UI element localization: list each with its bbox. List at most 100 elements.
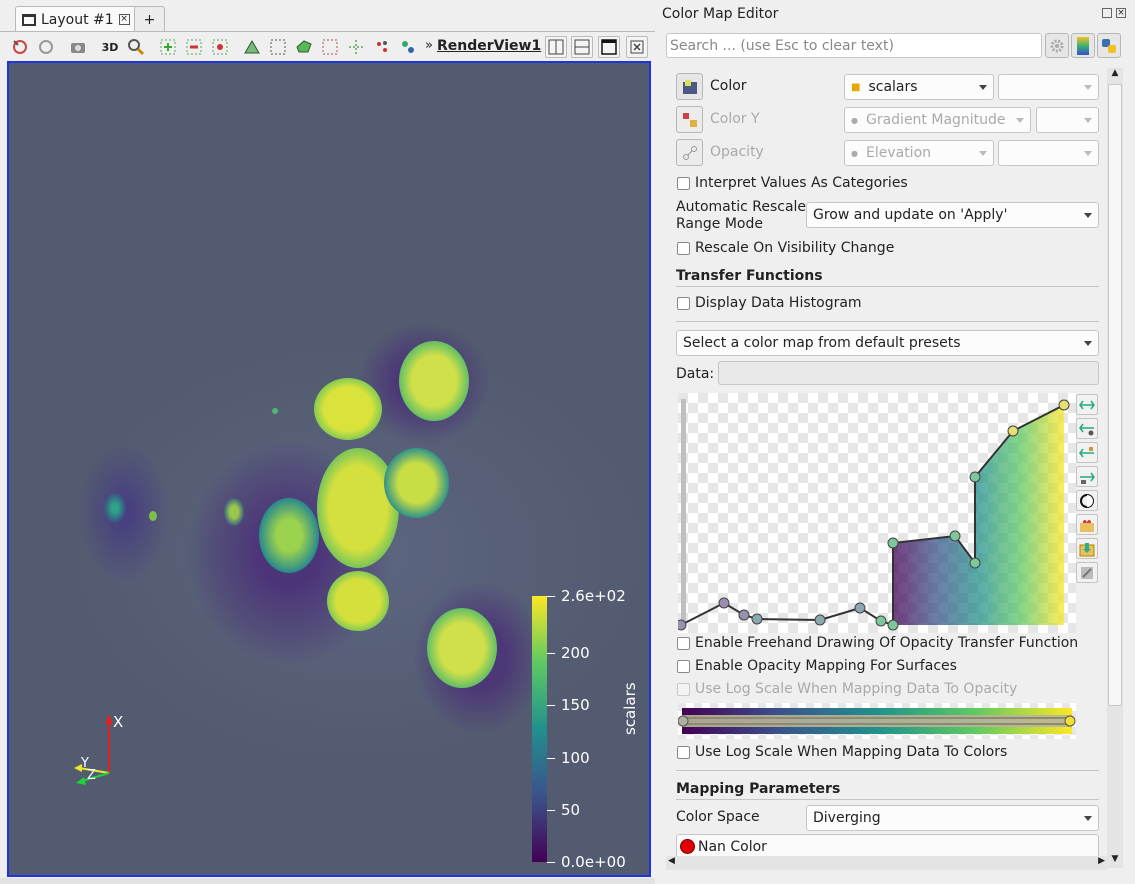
opacity-control-point[interactable] [1058,399,1070,411]
rescale-to-data-icon[interactable] [1076,394,1098,415]
display-histogram-label: Display Data Histogram [695,295,862,311]
opacity-control-point[interactable] [751,613,763,625]
select-polygon-icon[interactable] [293,36,315,58]
display-histogram-checkbox[interactable] [677,297,690,310]
reset-closest-icon[interactable] [35,36,57,58]
color-array-select[interactable]: ■ scalars [844,74,994,100]
opacity-control-point[interactable] [969,557,981,569]
data-range-field[interactable] [718,361,1099,385]
zoom-to-box-icon[interactable] [125,36,147,58]
select-cells-through-icon[interactable] [241,36,263,58]
rescale-custom-icon[interactable] [1076,418,1098,439]
invert-transfer-icon[interactable] [1076,490,1098,511]
split-horizontal-icon[interactable] [545,36,567,58]
interactive-select-icon[interactable] [319,36,341,58]
color-component-select[interactable] [998,74,1099,100]
opacity-control-point[interactable] [854,602,866,614]
status-strip [0,878,655,884]
close-icon[interactable]: × [118,14,130,25]
more-tools-icon[interactable]: » [425,38,433,53]
opacity-component-select[interactable] [998,140,1099,166]
color-y-label: Color Y [710,111,760,127]
color-map-editor-panel: Color Map Editor × Search ... (use Esc t… [656,0,1135,884]
search-placeholder: Search ... (use Esc to clear text) [670,38,894,54]
close-panel-icon[interactable]: × [1116,8,1126,18]
save-preset-icon[interactable] [1076,538,1098,559]
scroll-up-icon[interactable]: ▲ [1111,68,1119,78]
scalar-bar-tick [547,596,555,597]
log-colors-checkbox[interactable] [677,746,690,759]
volume-blob [314,378,382,440]
tabbar-divider [0,31,655,32]
search-field[interactable]: Search ... (use Esc to clear text) [666,33,1042,58]
interpret-categories-checkbox[interactable] [677,177,690,190]
data-range-label: Data: [676,366,715,382]
color-y-icon[interactable] [676,106,703,133]
opacity-control-point[interactable] [1007,425,1019,437]
color-y-array-select[interactable]: ● Gradient Magnitude [844,107,1031,133]
scrollbar-thumb[interactable] [1108,84,1122,706]
rescale-temporal-icon[interactable] [1076,442,1098,463]
preset-select[interactable]: Select a color map from default presets [676,330,1099,356]
maximize-icon[interactable] [598,36,620,58]
nan-color-swatch [680,839,695,854]
opacity-array-icon[interactable] [676,139,703,166]
reset-camera-icon[interactable] [9,36,31,58]
add-tab-label: + [143,11,156,28]
freehand-checkbox[interactable] [677,637,690,650]
opacity-control-point[interactable] [738,609,750,621]
scroll-down-icon[interactable]: ▼ [1111,854,1119,864]
grow-selection-icon[interactable] [397,36,419,58]
panel-scrollbar[interactable]: ▲ ▼ [1107,68,1123,868]
tab-layout-1[interactable]: Layout #1 × [15,6,138,32]
opacity-transfer-function-editor[interactable] [678,393,1076,633]
point-data-icon: ■ [851,81,861,93]
volume-blob [427,608,497,688]
color-space-select[interactable]: Diverging [806,805,1099,831]
opacity-control-point[interactable] [887,619,899,631]
render-view-viewport[interactable]: 2.6e+02 200 150 100 50 0.0e+00 scalars X Y Z [7,61,651,877]
opacity-control-point[interactable] [814,614,826,626]
camera-capture-icon[interactable] [67,36,89,58]
scalar-bar-tick-label: 50 [561,801,581,819]
rescale-visible-icon[interactable] [1076,466,1098,487]
edit-advanced-icon[interactable] [1076,562,1098,583]
horizontal-scrollbar[interactable]: ◀ ▶ [666,856,1107,870]
select-block-icon[interactable] [209,36,231,58]
scroll-left-icon[interactable]: ◀ [668,856,675,866]
select-points-through-icon[interactable] [267,36,289,58]
hover-points-icon[interactable] [345,36,367,58]
opacity-control-point[interactable] [887,537,899,549]
color-map-icon[interactable] [676,73,703,100]
rescale-visibility-checkbox[interactable] [677,242,690,255]
select-points-on-icon[interactable] [183,36,205,58]
auto-rescale-select[interactable]: Grow and update on 'Apply' [806,202,1099,228]
gear-icon[interactable] [1045,33,1069,58]
split-vertical-icon[interactable] [571,36,593,58]
color-y-component-select[interactable] [1036,107,1099,133]
toggle-3d-button[interactable]: 3D [101,40,119,54]
add-layout-tab[interactable]: + [134,6,165,32]
opacity-surfaces-checkbox[interactable] [677,660,690,673]
color-label: Color [710,78,747,94]
render-view-name[interactable]: RenderView1 [437,38,542,54]
scalar-bar [532,596,547,862]
opacity-control-point[interactable] [969,471,981,483]
scroll-right-icon[interactable]: ▶ [1098,856,1105,866]
close-view-icon[interactable] [626,36,648,58]
hover-cells-icon[interactable] [371,36,393,58]
opacity-control-point[interactable] [718,597,730,609]
opacity-array-select[interactable]: ● Elevation [844,140,994,166]
save-colormap-icon[interactable] [1071,33,1095,58]
point-data-icon: ● [851,148,858,158]
python-icon[interactable] [1097,33,1121,58]
color-transfer-function-editor[interactable] [678,703,1076,739]
log-opacity-checkbox[interactable] [677,683,690,696]
float-panel-icon[interactable] [1102,8,1112,18]
section-divider [676,799,1099,800]
choose-preset-icon[interactable] [1076,514,1098,535]
select-cells-on-icon[interactable] [157,36,179,58]
opacity-control-point[interactable] [678,619,687,631]
opacity-control-point[interactable] [949,530,961,542]
opacity-control-point[interactable] [875,615,887,627]
